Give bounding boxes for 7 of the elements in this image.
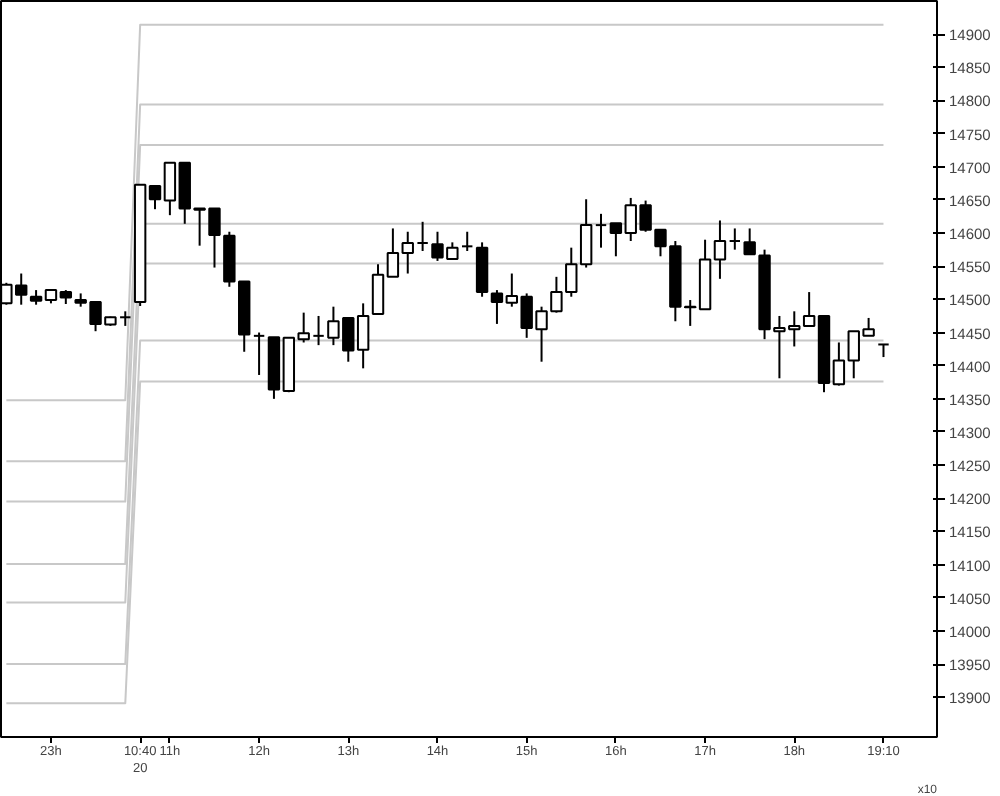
candlestick <box>461 230 474 252</box>
candlestick <box>475 241 489 298</box>
candlestick <box>594 212 608 249</box>
candlestick <box>252 331 266 376</box>
candlestick <box>743 227 756 256</box>
candlestick <box>728 227 742 251</box>
candlestick <box>877 343 890 359</box>
